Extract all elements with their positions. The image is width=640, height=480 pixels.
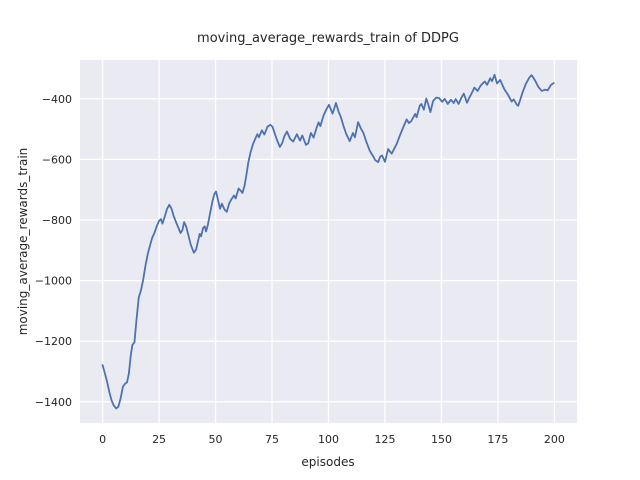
x-tick-label: 0 xyxy=(99,433,106,446)
y-tick-label: −1000 xyxy=(35,275,72,288)
y-tick-label: −600 xyxy=(42,153,72,166)
y-tick-label: −400 xyxy=(42,93,72,106)
x-tick-label: 125 xyxy=(374,433,395,446)
x-tick-label: 100 xyxy=(318,433,339,446)
x-tick-label: 25 xyxy=(152,433,166,446)
x-tick-label: 150 xyxy=(431,433,452,446)
x-tick-label: 175 xyxy=(487,433,508,446)
y-tick-labels: −400 −600 −800 −1000 −1200 −1400 xyxy=(35,93,72,409)
x-axis-label: episodes xyxy=(301,455,354,469)
y-tick-label: −1200 xyxy=(35,335,72,348)
gridlines xyxy=(80,60,577,423)
chart-title: moving_average_rewards_train of DDPG xyxy=(197,31,459,46)
x-tick-label: 50 xyxy=(209,433,223,446)
y-axis-label: moving_average_rewards_train xyxy=(16,148,30,336)
x-tick-labels: 0 25 50 75 100 125 150 175 200 xyxy=(99,433,565,446)
series-line-moving-average xyxy=(101,73,555,410)
x-tick-label: 75 xyxy=(265,433,279,446)
y-tick-label: −800 xyxy=(42,214,72,227)
x-tick-label: 200 xyxy=(544,433,565,446)
y-tick-label: −1400 xyxy=(35,396,72,409)
